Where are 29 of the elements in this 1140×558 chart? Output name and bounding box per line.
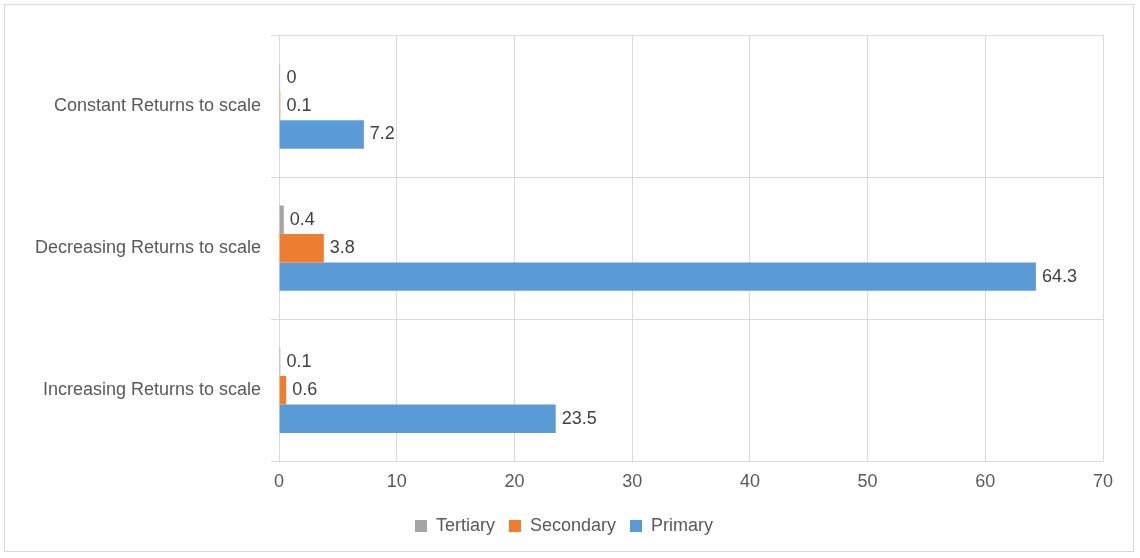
data-label: 0 xyxy=(286,66,297,87)
x-tick-label: 70 xyxy=(1092,471,1114,492)
data-label: 0.6 xyxy=(292,379,318,400)
data-label: 0.1 xyxy=(286,350,312,371)
x-tick-label: 30 xyxy=(622,471,643,492)
bar xyxy=(279,120,364,149)
bar xyxy=(279,404,556,433)
x-tick-label: 60 xyxy=(975,471,996,492)
data-label: 64.3 xyxy=(1041,265,1077,286)
x-tick-label: 10 xyxy=(386,471,407,492)
y-tick-label: Decreasing Returns to scale xyxy=(35,237,262,258)
data-label: 3.8 xyxy=(329,237,355,258)
legend-label: Secondary xyxy=(529,514,617,535)
x-tick-label: 20 xyxy=(504,471,525,492)
data-label: 0.4 xyxy=(289,208,315,229)
x-tick-label: 0 xyxy=(274,471,285,492)
legend-label: Primary xyxy=(651,514,714,535)
bar xyxy=(279,233,324,263)
x-tick-label: 40 xyxy=(739,471,760,492)
legend-label: Tertiary xyxy=(435,514,495,535)
bar xyxy=(279,205,284,234)
data-label: 23.5 xyxy=(561,407,597,428)
data-label: 0.1 xyxy=(286,95,312,116)
bar xyxy=(279,376,287,405)
bar xyxy=(279,262,1036,291)
y-tick-label: Increasing Returns to scale xyxy=(43,379,262,400)
y-tick-label: Constant Returns to scale xyxy=(54,95,262,116)
x-tick-label: 50 xyxy=(857,471,878,492)
data-label: 7.2 xyxy=(369,123,395,144)
